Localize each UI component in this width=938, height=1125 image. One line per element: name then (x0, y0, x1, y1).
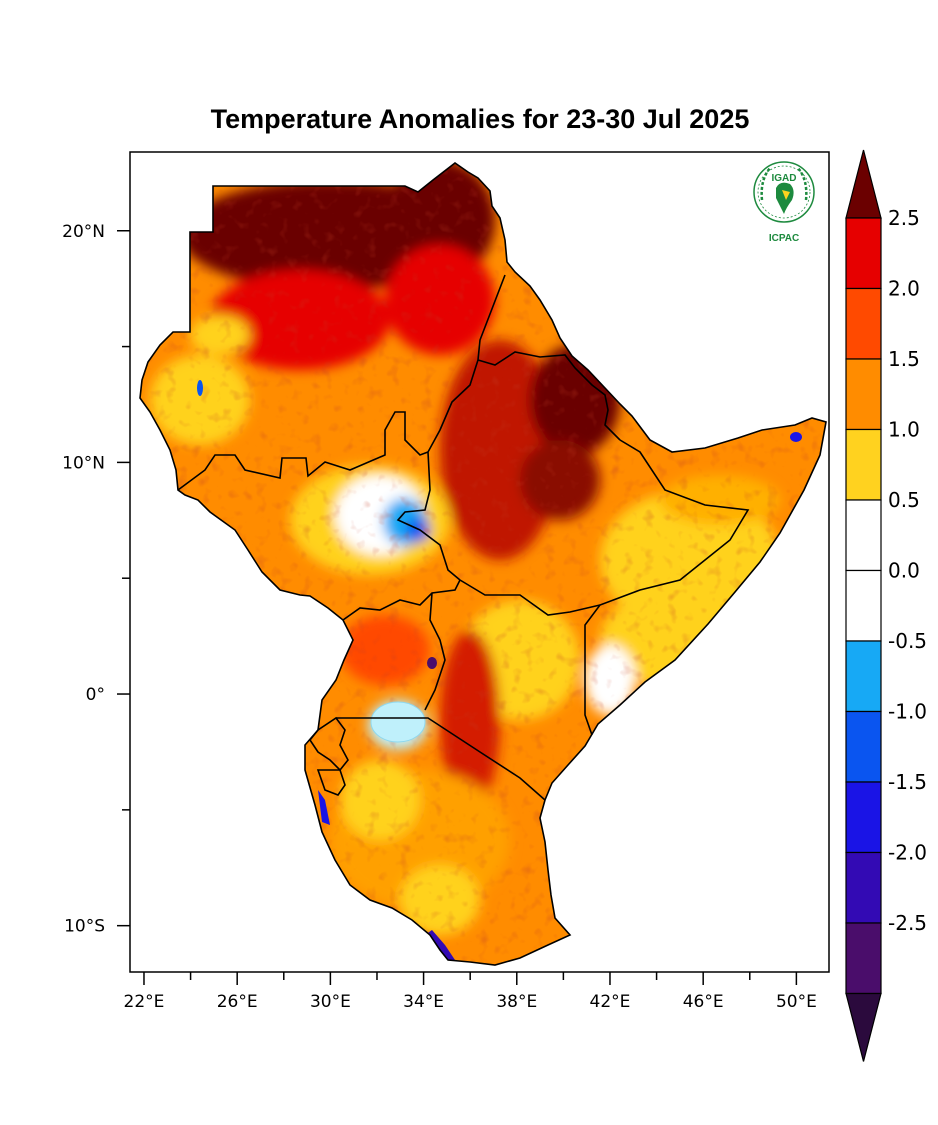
lon-tick-label: 46°E (683, 992, 724, 1012)
colorbar-label: 1.0 (888, 418, 920, 442)
lon-tick-label: 30°E (310, 992, 351, 1012)
colorbar-swatch (845, 640, 882, 713)
colorbar-swatch (845, 358, 882, 431)
colorbar-bottom-triangle (845, 992, 882, 1062)
colorbar-swatch (845, 922, 882, 995)
lon-tick-label: 38°E (496, 992, 537, 1012)
lat-tick-label: 10°N (62, 453, 105, 473)
colorbar-swatch (845, 499, 882, 572)
colorbar-label: -2.5 (888, 911, 927, 935)
colorbar-label: -2.0 (888, 841, 927, 865)
colorbar-swatch (845, 217, 882, 290)
colorbar-label: -0.5 (888, 629, 927, 653)
colorbar-label: -1.0 (888, 700, 927, 724)
colorbar-swatch (845, 569, 882, 642)
lon-tick-label: 26°E (217, 992, 258, 1012)
colorbar-swatch (845, 781, 882, 854)
igad-icpac-logo: IGAD ICPAC (753, 161, 815, 244)
colorbar-label: 2.5 (888, 206, 920, 230)
plot-frame (129, 151, 830, 973)
lat-tick-label: 10°S (64, 917, 105, 937)
lat-tick-label: 0° (86, 685, 105, 705)
lon-tick-label: 50°E (776, 992, 817, 1012)
lon-tick-label: 42°E (590, 992, 631, 1012)
country-borders (139, 162, 827, 966)
colorbar-label: 0.5 (888, 488, 920, 512)
colorbar-label: 2.0 (888, 277, 920, 301)
colorbar-swatch (845, 851, 882, 924)
logo-top-text: IGAD (772, 173, 797, 184)
colorbar: 2.5 2.0 1.5 1.0 0.5 0.0 -0.5 -1.0 -1.5 -2.0 -2.5 (845, 149, 927, 1062)
colorbar-label: 1.5 (888, 347, 920, 371)
colorbar-label: -1.5 (888, 770, 927, 794)
map-title: Temperature Anomalies for 23-30 Jul 2025 (210, 104, 750, 134)
lon-tick-label: 34°E (403, 992, 444, 1012)
colorbar-swatch (845, 287, 882, 360)
colorbar-top-triangle (845, 149, 882, 219)
colorbar-swatch (845, 710, 882, 783)
axis-ticks: 22°E 26°E 30°E 34°E 38°E 42°E 46°E 50°E 20°N 10°N… (62, 222, 817, 1012)
lon-tick-label: 22°E (124, 992, 165, 1012)
logo-bottom-text: ICPAC (769, 233, 799, 244)
colorbar-label: 0.0 (888, 559, 920, 583)
lat-tick-label: 20°N (62, 222, 105, 242)
colorbar-swatch (845, 428, 882, 501)
